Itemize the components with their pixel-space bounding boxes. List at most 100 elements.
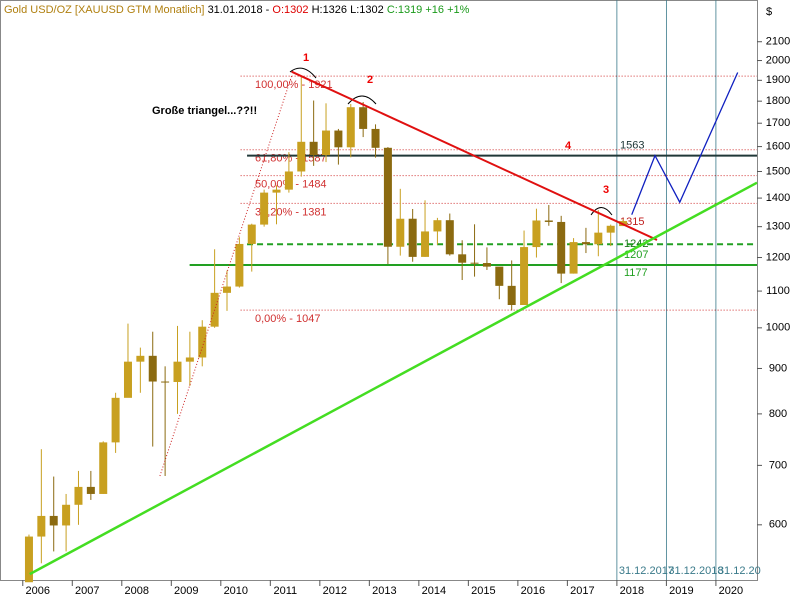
open: O:1302 (272, 4, 308, 16)
y-tick-label: 2100 (766, 36, 790, 48)
candle-body (544, 220, 553, 222)
trendline (29, 181, 758, 576)
annotation: 4 (565, 140, 572, 152)
x-tick-label: 2015 (471, 585, 495, 597)
high: H:1326 (312, 4, 347, 16)
y-tick-label: 1900 (766, 74, 790, 86)
y-tick-label: 600 (769, 519, 787, 531)
candle-body (99, 442, 108, 494)
candle-body (421, 231, 430, 257)
candle-body (173, 361, 182, 382)
candle-body (408, 218, 417, 257)
candle-body (247, 224, 256, 244)
y-tick-label: 700 (769, 459, 787, 471)
trendline (291, 70, 658, 241)
header: Gold USD/OZ [XAUUSD GTM Monatlich] 31.01… (4, 4, 470, 16)
y-tick-label: 1000 (766, 322, 790, 334)
candle-body (495, 266, 504, 286)
x-tick-label: 2014 (422, 585, 446, 597)
candle-body (507, 285, 516, 306)
arc (347, 95, 377, 105)
vertical-label: 31.12.2017 (619, 565, 674, 577)
y-tick-label: 1700 (766, 117, 790, 129)
candle-body (569, 242, 578, 274)
x-tick-label: 2008 (125, 585, 149, 597)
x-tick-label: 2018 (620, 585, 644, 597)
annotation: 3 (603, 184, 609, 196)
y-tick-label: 1800 (766, 95, 790, 107)
candle-body (223, 286, 232, 293)
date: 31.01.2018 - (208, 4, 270, 16)
candle-body (235, 243, 244, 287)
x-tick-label: 2019 (669, 585, 693, 597)
x-tick-label: 2007 (75, 585, 99, 597)
candle-body (557, 221, 566, 274)
candle-body (470, 262, 479, 264)
y-tick-label: 1600 (766, 140, 790, 152)
vertical-label: 31.12.20 (718, 565, 761, 577)
y-tick-label: 900 (769, 362, 787, 374)
x-tick-label: 2016 (521, 585, 545, 597)
candle-body (297, 141, 306, 172)
candle-body (482, 263, 491, 267)
candle-body (24, 536, 33, 583)
candle-body (322, 130, 331, 156)
candle-body (520, 247, 529, 306)
y-tick-label: 2000 (766, 54, 790, 66)
candle-body (594, 232, 603, 245)
x-tick-label: 2013 (372, 585, 396, 597)
candle-body (284, 171, 293, 190)
candle-body (346, 107, 355, 148)
candle-body (359, 107, 368, 129)
x-tick-label: 2020 (719, 585, 743, 597)
currency: $ (766, 6, 772, 18)
arc (289, 67, 317, 79)
low: L:1302 (350, 4, 384, 16)
y-tick-label: 800 (769, 408, 787, 420)
y-tick-label: 1300 (766, 221, 790, 233)
candle-body (309, 141, 318, 156)
y-tick-label: 1100 (766, 285, 790, 297)
candle-body (433, 220, 442, 232)
candle-body (458, 254, 467, 263)
candle-body (532, 220, 541, 248)
candle-body (606, 225, 615, 233)
price-label: 1177 (624, 267, 648, 279)
y-tick-label: 1200 (766, 251, 790, 263)
candle-body (334, 130, 343, 148)
fib-label: 0,00% - 1047 (255, 313, 320, 325)
x-tick-label: 2010 (224, 585, 248, 597)
x-tick-label: 2012 (323, 585, 347, 597)
candle-body (198, 326, 207, 358)
trendline (631, 72, 739, 215)
candle-body (260, 192, 269, 225)
vertical-label: 31.12.2018 (668, 565, 723, 577)
x-tick-label: 2009 (174, 585, 198, 597)
y-tick-label: 1400 (766, 192, 790, 204)
annotation: 2 (367, 74, 373, 86)
candle-body (396, 218, 405, 247)
y-tick-label: 1500 (766, 165, 790, 177)
close: C:1319 +16 +1% (387, 4, 470, 16)
plot-area (0, 0, 758, 581)
candle-body (272, 189, 281, 193)
comment: Große triangel...??!! (152, 105, 257, 117)
price-label: 1242 (624, 238, 648, 250)
instrument: Gold USD/OZ [XAUUSD GTM Monatlich] (4, 4, 205, 16)
x-tick-label: 2017 (570, 585, 594, 597)
candle-body (123, 361, 132, 398)
annotation: 1 (303, 52, 309, 64)
candle-body (371, 128, 380, 148)
candle-body (86, 486, 95, 494)
candle-body (581, 242, 590, 245)
candle-body (445, 220, 454, 255)
candle-body (185, 357, 194, 362)
price-label: 1563 (620, 140, 644, 152)
candle-body (111, 397, 120, 443)
x-tick-label: 2011 (273, 585, 297, 597)
x-tick-label: 2006 (26, 585, 50, 597)
fib-label: 38,20% - 1381 (255, 206, 327, 218)
candle-body (148, 355, 157, 382)
candle-body (383, 147, 392, 247)
